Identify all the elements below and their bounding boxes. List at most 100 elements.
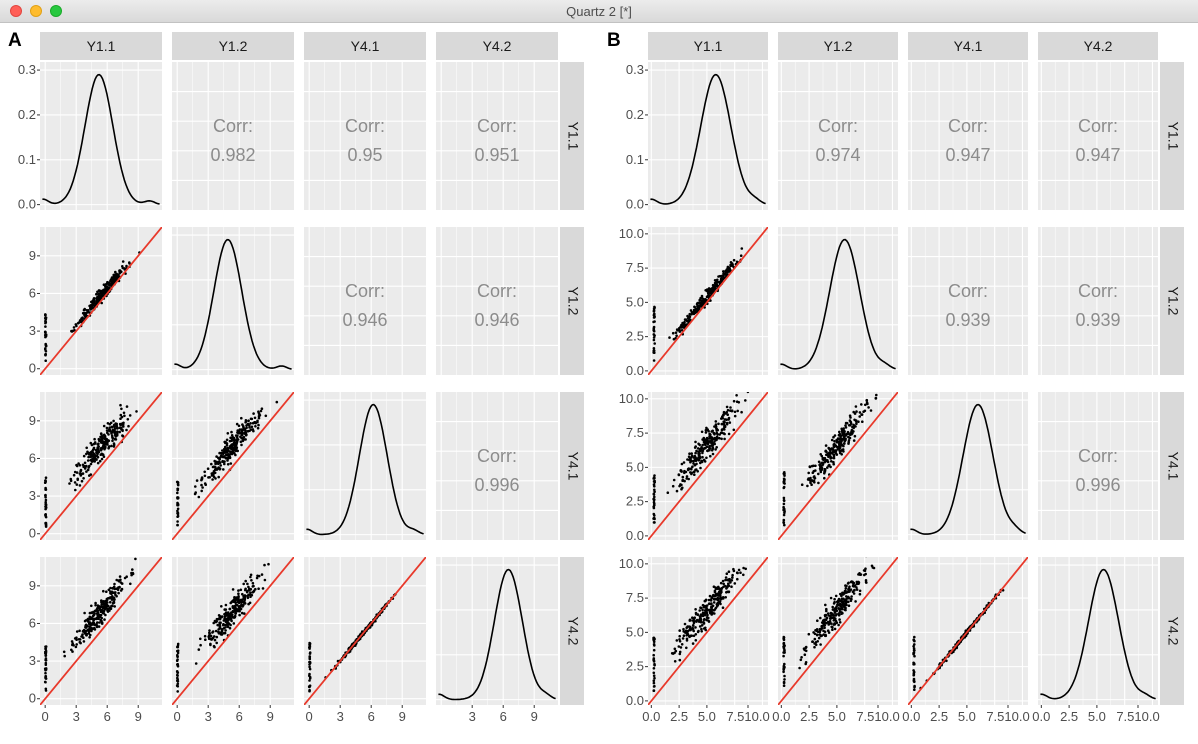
scatter-point: [706, 440, 710, 443]
cell-background: [436, 392, 558, 540]
scatter-point: [93, 300, 96, 304]
zoom-window-button[interactable]: [50, 5, 62, 17]
scatter-point: [681, 478, 685, 482]
scatter-point: [848, 419, 852, 422]
scatter-point: [80, 635, 84, 638]
scatter-point: [913, 688, 916, 691]
cell-background: [172, 227, 294, 375]
x-tick-label: 9: [531, 709, 538, 724]
scatter-point: [102, 441, 106, 444]
matrix-cell-3-2: [908, 557, 1028, 705]
scatter-point: [653, 334, 656, 337]
scatter-point: [100, 292, 104, 296]
scatter-point: [729, 406, 732, 409]
x-tick-label: 3: [337, 709, 344, 724]
scatter-point: [700, 446, 703, 450]
scatter-point: [693, 473, 696, 477]
corr-label: Corr:: [1078, 446, 1118, 466]
scatter-point: [233, 615, 237, 619]
corr-label: Corr:: [477, 281, 517, 301]
scatter-point: [830, 460, 833, 463]
y-tick-label: 7.5: [626, 590, 644, 605]
scatter-point: [111, 439, 114, 443]
scatter-point: [730, 409, 734, 413]
scatter-point: [861, 420, 864, 424]
cell-background: [778, 62, 898, 210]
scatter-point: [199, 643, 202, 647]
scatter-point: [118, 575, 122, 578]
scatter-point: [216, 623, 219, 627]
scatter-point: [718, 274, 722, 278]
scatter-point: [111, 586, 114, 590]
close-window-button[interactable]: [10, 5, 22, 17]
scatter-point: [830, 622, 833, 625]
scatter-point: [849, 432, 852, 435]
scatter-point: [698, 449, 702, 453]
scatter-point: [103, 288, 107, 292]
y-tick-label: 5.0: [626, 459, 644, 474]
scatter-points: [782, 557, 876, 687]
scatter-point: [308, 685, 311, 688]
scatter-point: [86, 450, 89, 454]
scatter-point: [732, 428, 736, 432]
scatter-point: [238, 613, 241, 617]
scatter-point: [838, 444, 841, 447]
scatter-point: [724, 578, 727, 582]
scatter-point: [85, 470, 88, 473]
scatter-point: [213, 638, 217, 642]
scatter-point: [706, 428, 709, 431]
scatter-point: [822, 633, 826, 636]
scatter-point: [235, 607, 238, 611]
matrix-cell-1-2: Corr: 0.939: [908, 227, 1028, 375]
scatter-point: [853, 434, 857, 438]
scatter-point: [732, 569, 736, 573]
scatter-point: [833, 622, 836, 625]
scatter-point: [838, 430, 841, 434]
minimize-window-button[interactable]: [30, 5, 42, 17]
scatter-point: [844, 587, 848, 590]
scatter-point: [704, 441, 708, 445]
scatter-point: [653, 479, 656, 483]
scatter-point: [75, 324, 78, 328]
scatter-point: [838, 621, 842, 624]
scatter-point: [131, 572, 135, 576]
scatter-point: [95, 451, 99, 455]
scatter-point: [80, 472, 83, 476]
scatter-point: [706, 613, 709, 617]
scatter-point: [699, 466, 702, 470]
scatter-point: [100, 603, 103, 606]
y-tick-label: 0.3: [18, 62, 36, 77]
identity-line: [172, 557, 294, 705]
column-strip: [908, 32, 1028, 60]
scatter-point: [736, 577, 739, 581]
corr-value: 0.982: [210, 145, 255, 165]
scatter-point: [844, 433, 848, 436]
scatter-point: [123, 414, 126, 418]
scatter-point: [833, 618, 837, 622]
scatter-point: [100, 600, 103, 604]
scatter-point: [843, 608, 846, 611]
scatter-point: [80, 479, 84, 483]
scatter-point: [308, 661, 312, 665]
scatter-point: [803, 653, 807, 656]
matrix-cell-0-0: [40, 62, 162, 210]
scatter-point: [715, 435, 719, 439]
matrix-cell-0-2: Corr: 0.947: [908, 62, 1028, 210]
scatter-point: [846, 582, 850, 585]
scatter-point: [222, 631, 226, 635]
scatter-point: [912, 638, 916, 642]
scatter-point: [809, 481, 812, 485]
scatter-point: [711, 452, 715, 456]
matrix-cell-2-2: [908, 392, 1028, 540]
scatter-point: [689, 460, 692, 464]
scatter-point: [688, 635, 691, 638]
scatter-point: [211, 478, 214, 481]
scatter-point: [225, 622, 229, 626]
scatter-point: [83, 461, 87, 465]
scatter-point: [720, 437, 723, 441]
scatter-point: [731, 573, 734, 577]
scatter-point: [257, 587, 260, 590]
row-strip-label: Y1.2: [565, 287, 581, 316]
scatter-point: [244, 421, 247, 424]
scatter-point: [823, 626, 826, 630]
